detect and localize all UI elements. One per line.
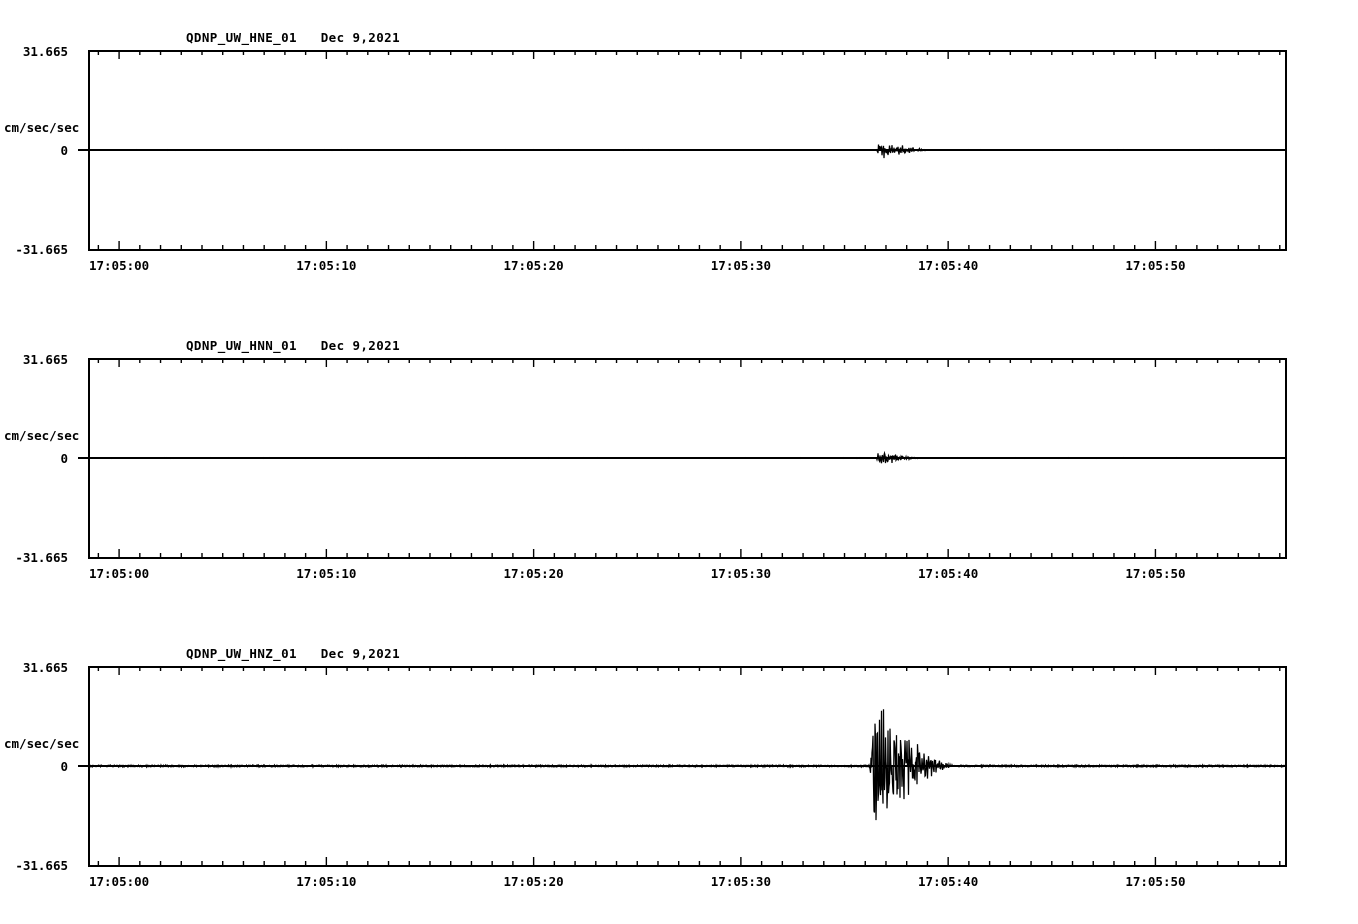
x-axis-tick-label: 17:05:10: [296, 874, 357, 889]
y-axis-max-label-hnn: 31.665: [22, 352, 68, 367]
x-axis-tick-label: 17:05:30: [710, 566, 771, 581]
seismogram-panel-hnz: QDNP_UW_HNZ_01 Dec 9,2021 31.665 cm/sec/…: [0, 616, 1358, 924]
x-axis-tick-label: 17:05:50: [1125, 566, 1186, 581]
x-axis-tick-label: 17:05:40: [918, 258, 979, 273]
plot-frame-bottom-hnn: [88, 557, 1287, 559]
x-axis-tick-label: 17:05:00: [88, 258, 150, 273]
x-axis-tick-label: 17:05:10: [296, 566, 357, 581]
y-axis-max-label-hnz: 31.665: [22, 660, 68, 675]
y-axis-max-label-hne: 31.665: [22, 44, 68, 59]
plot-frame-right-hne: [1285, 50, 1287, 250]
y-axis-unit-label-hnz: cm/sec/sec: [4, 736, 80, 751]
panel-title-hnz: QDNP_UW_HNZ_01 Dec 9,2021: [186, 646, 400, 661]
x-axis-tick-label: 17:05:00: [88, 566, 150, 581]
y-axis-min-label-hnn: -31.665: [15, 550, 68, 565]
y-axis-unit-label-hnn: cm/sec/sec: [4, 428, 80, 443]
x-axis-tick-label: 17:05:20: [503, 874, 564, 889]
y-axis-zero-label-hne: 0: [60, 143, 68, 158]
x-axis-tick-label: 17:05:30: [710, 874, 771, 889]
x-axis-tick-label: 17:05:50: [1125, 258, 1186, 273]
panel-title-hnn: QDNP_UW_HNN_01 Dec 9,2021: [186, 338, 400, 353]
waveform-plot-area-hne: [88, 50, 1286, 250]
panel-title-hne: QDNP_UW_HNE_01 Dec 9,2021: [186, 30, 400, 45]
x-axis-tick-label: 17:05:20: [503, 566, 564, 581]
x-axis-tick-label: 17:05:50: [1125, 874, 1186, 889]
plot-frame-right-hnz: [1285, 666, 1287, 866]
x-axis-labels-hnn: 17:05:00 17:05:10 17:05:20 17:05:30 17:05:40…: [0, 566, 1358, 588]
y-axis-min-label-hnz: -31.665: [15, 858, 68, 873]
plot-frame-top-hnn: [88, 358, 1287, 360]
x-axis-labels-hnz: 17:05:00 17:05:10 17:05:20 17:05:30 17:05:40…: [0, 874, 1358, 896]
y-axis-zero-tick-hnn: [78, 457, 88, 459]
seismogram-panel-hne: QDNP_UW_HNE_01 Dec 9,2021 31.665 cm/sec/…: [0, 0, 1358, 308]
x-axis-tick-label: 17:05:40: [918, 566, 979, 581]
y-axis-zero-tick-hnz: [78, 765, 88, 767]
y-axis-min-label-hne: -31.665: [15, 242, 68, 257]
y-axis-unit-label-hne: cm/sec/sec: [4, 120, 80, 135]
plot-frame-top-hnz: [88, 666, 1287, 668]
plot-frame-bottom-hnz: [88, 865, 1287, 867]
seismogram-panel-hnn: QDNP_UW_HNN_01 Dec 9,2021 31.665 cm/sec/…: [0, 308, 1358, 616]
waveform-plot-area-hnn: [88, 358, 1286, 558]
y-axis-zero-label-hnn: 0: [60, 451, 68, 466]
plot-frame-right-hnn: [1285, 358, 1287, 558]
x-axis-tick-label: 17:05:40: [918, 874, 979, 889]
y-axis-zero-tick-hne: [78, 149, 88, 151]
x-axis-tick-label: 17:05:30: [710, 258, 771, 273]
plot-frame-top-hne: [88, 50, 1287, 52]
plot-frame-bottom-hne: [88, 249, 1287, 251]
waveform-plot-area-hnz: [88, 666, 1286, 866]
y-axis-zero-label-hnz: 0: [60, 759, 68, 774]
x-axis-tick-label: 17:05:00: [88, 874, 150, 889]
x-axis-tick-label: 17:05:10: [296, 258, 357, 273]
x-axis-labels-hne: 17:05:00 17:05:10 17:05:20 17:05:30 17:05:40…: [0, 258, 1358, 280]
x-axis-tick-label: 17:05:20: [503, 258, 564, 273]
